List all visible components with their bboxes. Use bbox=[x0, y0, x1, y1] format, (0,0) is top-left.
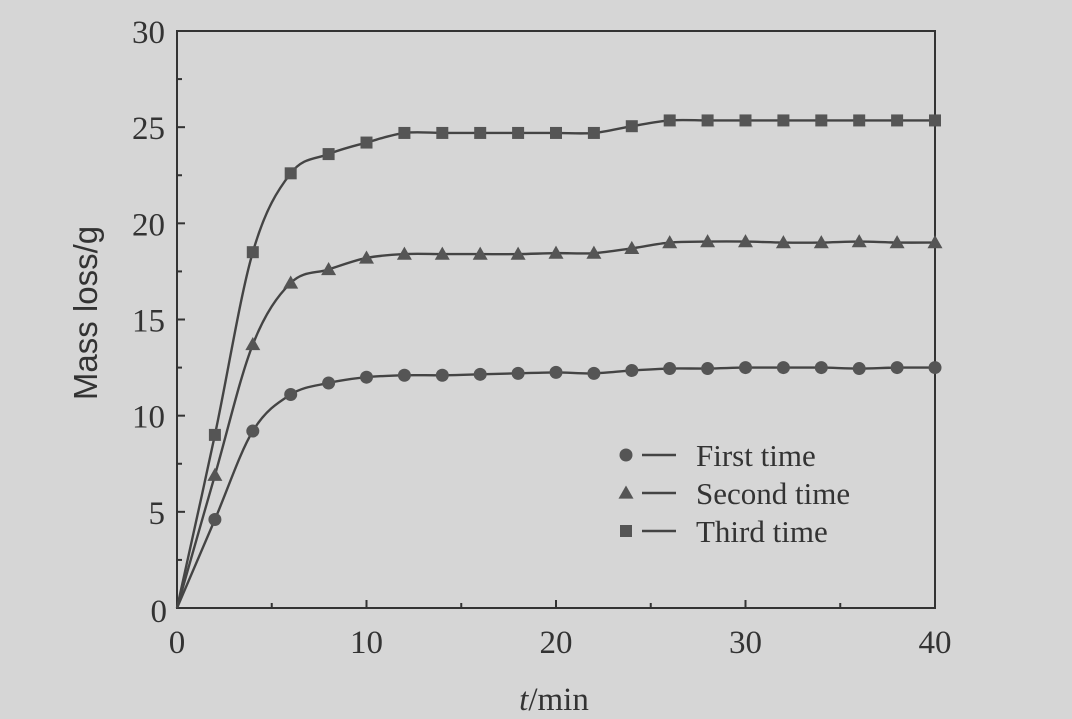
data-point-circle bbox=[928, 361, 942, 375]
y-axis-title: Mass loss/g bbox=[67, 226, 104, 400]
data-point-square bbox=[815, 114, 828, 127]
data-point-square bbox=[474, 126, 487, 139]
y-tick-label: 30 bbox=[132, 15, 165, 51]
data-point-circle bbox=[587, 366, 601, 380]
data-point-square bbox=[853, 114, 866, 127]
data-point-triangle bbox=[813, 235, 829, 249]
y-tick-label-origin: 0 bbox=[151, 594, 168, 630]
x-tick-label: 10 bbox=[350, 625, 383, 661]
y-tick-label: 20 bbox=[132, 207, 165, 243]
data-point-triangle bbox=[548, 245, 564, 259]
data-point-triangle bbox=[510, 246, 526, 260]
x-tick-label: 0 bbox=[169, 625, 186, 661]
series-triangle bbox=[175, 234, 943, 609]
data-point-square bbox=[322, 148, 335, 161]
x-tick-label: 20 bbox=[540, 625, 573, 661]
data-point-square bbox=[701, 114, 714, 127]
legend-label-triangle: Second time bbox=[696, 476, 850, 511]
data-point-triangle bbox=[700, 234, 716, 248]
data-point-triangle bbox=[472, 246, 488, 260]
data-point-triangle bbox=[738, 234, 753, 248]
x-tick-label: 30 bbox=[729, 625, 762, 661]
series-square bbox=[175, 114, 941, 609]
series-layer bbox=[175, 114, 943, 609]
data-point-circle bbox=[890, 361, 904, 375]
data-point-circle bbox=[208, 513, 222, 527]
data-point-square bbox=[929, 114, 941, 127]
data-point-square bbox=[360, 136, 373, 149]
x-axis-ticks: 0 10 20 30 40 bbox=[169, 600, 952, 661]
data-point-circle bbox=[397, 368, 411, 382]
data-point-triangle bbox=[359, 250, 374, 264]
data-point-circle bbox=[549, 365, 563, 379]
y-tick-label: 10 bbox=[132, 400, 165, 436]
data-point-circle bbox=[246, 424, 260, 438]
data-point-circle bbox=[776, 361, 790, 375]
data-point-triangle bbox=[624, 240, 640, 254]
data-point-circle bbox=[511, 366, 525, 380]
data-point-circle bbox=[625, 363, 639, 377]
data-point-circle bbox=[663, 362, 677, 376]
data-point-square bbox=[777, 114, 790, 127]
data-point-triangle bbox=[927, 235, 943, 249]
data-point-triangle bbox=[586, 245, 602, 259]
legend-label-circle: First time bbox=[696, 438, 816, 473]
data-point-triangle bbox=[283, 275, 299, 289]
data-point-circle bbox=[435, 368, 449, 382]
legend-label-square: Third time bbox=[696, 514, 828, 549]
legend-marker-triangle bbox=[618, 485, 634, 499]
data-point-triangle bbox=[396, 246, 412, 260]
y-tick-label: 15 bbox=[132, 304, 165, 340]
series-line-triangle bbox=[175, 240, 936, 609]
data-point-circle bbox=[322, 376, 336, 390]
x-axis-title-italic: t bbox=[519, 682, 529, 718]
data-point-square bbox=[739, 114, 752, 127]
data-point-square bbox=[891, 114, 904, 127]
data-point-triangle bbox=[851, 234, 867, 248]
legend-marker-square bbox=[620, 525, 632, 537]
data-point-circle bbox=[701, 362, 715, 376]
data-point-circle bbox=[473, 367, 487, 381]
data-point-square bbox=[550, 126, 562, 139]
data-point-square bbox=[246, 246, 259, 259]
data-point-circle bbox=[284, 388, 298, 402]
series-circle bbox=[175, 361, 942, 609]
series-line-square bbox=[175, 118, 936, 609]
y-tick-label: 25 bbox=[132, 111, 165, 147]
data-point-square bbox=[284, 167, 297, 180]
data-point-circle bbox=[360, 370, 373, 384]
data-point-triangle bbox=[321, 261, 337, 276]
data-point-triangle bbox=[662, 235, 678, 249]
data-point-triangle bbox=[889, 235, 905, 249]
x-tick-label: 40 bbox=[919, 625, 952, 661]
data-point-triangle bbox=[207, 467, 223, 481]
data-point-square bbox=[512, 126, 525, 139]
x-axis-title-unit: /min bbox=[528, 682, 589, 718]
data-point-triangle bbox=[434, 246, 450, 260]
data-point-square bbox=[663, 114, 676, 127]
y-tick-label: 5 bbox=[149, 496, 166, 532]
data-point-square bbox=[208, 428, 221, 441]
data-point-circle bbox=[852, 362, 866, 376]
data-point-triangle bbox=[775, 235, 791, 249]
y-axis-ticks: 5 10 15 20 25 30 0 bbox=[132, 15, 185, 630]
data-point-circle bbox=[739, 361, 752, 375]
x-axis-title: t/min bbox=[519, 682, 589, 718]
data-point-triangle bbox=[245, 337, 261, 351]
data-point-square bbox=[625, 120, 638, 133]
data-point-square bbox=[398, 126, 411, 139]
data-point-square bbox=[436, 126, 449, 139]
legend-marker-circle bbox=[619, 448, 633, 462]
data-point-circle bbox=[814, 361, 828, 375]
data-point-square bbox=[587, 126, 600, 139]
